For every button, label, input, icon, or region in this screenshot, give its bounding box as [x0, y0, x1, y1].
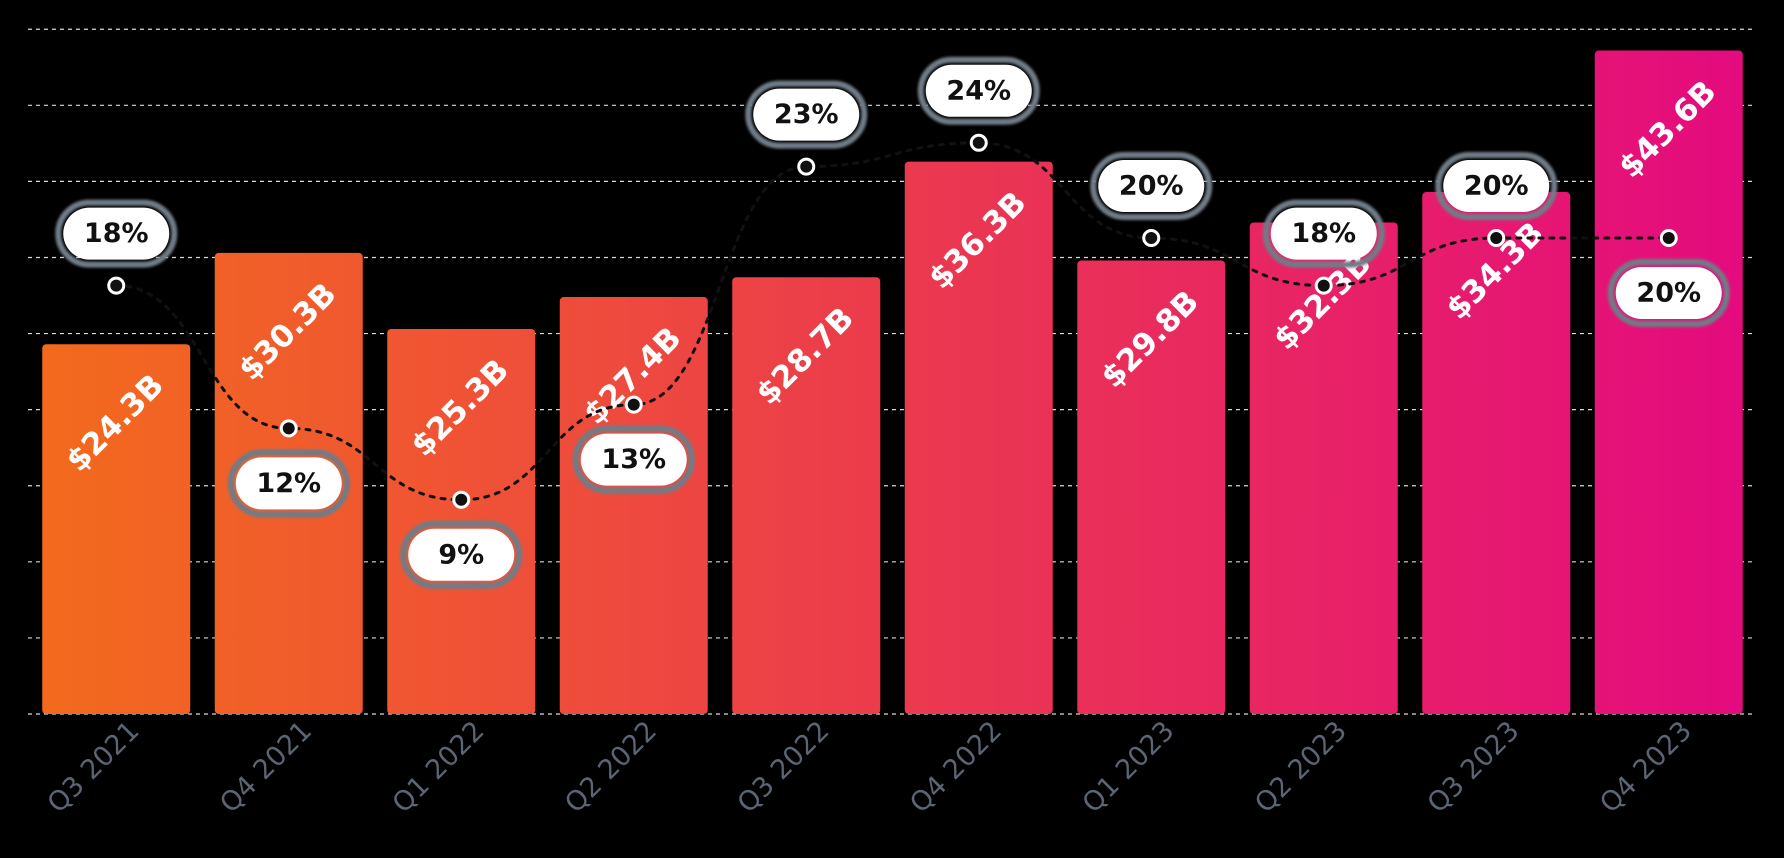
growth-label-pill	[235, 457, 342, 510]
bar-q2-2022	[559, 297, 708, 714]
growth-label-outline	[227, 449, 350, 518]
x-axis-ticks: Q3 2021 Q4 2021 Q1 2022 Q2 2022 Q3 2022 Q4 20…	[42, 715, 1698, 819]
growth-point	[107, 276, 126, 295]
growth-label: 9%	[400, 520, 523, 589]
growth-label: 20%	[1090, 152, 1213, 220]
bars: $24.3B$30.3B$25.3B $27.4B $28.7B$36.3B$29.…	[42, 50, 1743, 715]
x-tick-label: Q4 2023	[1594, 715, 1698, 819]
bar-q4-2022	[904, 161, 1053, 714]
bar-q1-2023	[1077, 260, 1226, 714]
x-tick-label: Q3 2021	[42, 715, 146, 819]
growth-label-pill	[1098, 160, 1205, 212]
growth-label-pill	[925, 64, 1032, 117]
x-tick-label: Q2 2022	[559, 715, 663, 819]
growth-label-pill	[580, 433, 687, 486]
growth-label: 20%	[1435, 152, 1558, 220]
growth-point	[1314, 276, 1333, 295]
growth-point	[1487, 229, 1506, 247]
x-tick-label: Q4 2021	[214, 715, 318, 819]
growth-label-text: 9%	[438, 539, 484, 570]
bar-q3-2022	[732, 277, 881, 714]
growth-point	[1142, 229, 1161, 247]
growth-point	[279, 419, 298, 438]
growth-label-pill	[1615, 267, 1722, 319]
growth-point	[624, 395, 643, 414]
growth-label: 23%	[745, 80, 868, 149]
growth-point	[1659, 229, 1678, 247]
growth-label-outline	[1435, 152, 1558, 220]
growth-label-pill	[63, 207, 170, 260]
growth-label-text: 18%	[84, 218, 149, 249]
growth-label-outline	[572, 425, 695, 494]
growth-label: 24%	[917, 56, 1040, 125]
growth-label-text: 13%	[601, 444, 666, 475]
growth-point	[797, 157, 816, 176]
growth-label-pill	[408, 528, 515, 581]
growth-label-text: 18%	[1291, 218, 1356, 249]
growth-point	[452, 490, 471, 509]
x-tick-label: Q1 2023	[1077, 715, 1181, 819]
growth-label-pill	[753, 88, 860, 141]
x-tick-label: Q4 2022	[904, 715, 1008, 819]
growth-label-outline	[55, 199, 178, 268]
growth-label-text: 20%	[1636, 278, 1701, 309]
x-tick-label: Q2 2023	[1249, 715, 1353, 819]
x-tick-label: Q3 2023	[1422, 715, 1526, 819]
bar-q3-2023	[1422, 192, 1571, 715]
growth-point	[969, 133, 988, 152]
growth-label: 18%	[1262, 199, 1385, 268]
growth-label: 13%	[572, 425, 695, 494]
growth-label-outline	[745, 80, 868, 149]
growth-label-outline	[1262, 199, 1385, 268]
growth-label-outline	[917, 56, 1040, 125]
growth-label-text: 12%	[256, 468, 321, 499]
growth-label: 18%	[55, 199, 178, 268]
growth-labels: 18% 12% 9% 13% 23% 24% 20% 18% 20% 20%	[55, 56, 1730, 589]
bar-q3-2021	[42, 344, 191, 714]
growth-label: 20%	[1607, 259, 1730, 327]
x-tick-label: Q1 2022	[387, 715, 491, 819]
growth-line	[114, 141, 1671, 502]
growth-label-text: 20%	[1119, 171, 1184, 202]
growth-line-path	[114, 141, 1671, 502]
growth-label-outline	[1090, 152, 1213, 220]
growth-label: 12%	[227, 449, 350, 518]
growth-label-text: 24%	[946, 75, 1011, 106]
growth-label-outline	[400, 520, 523, 589]
bar-q2-2023	[1249, 222, 1398, 714]
x-tick-label: Q3 2022	[732, 715, 836, 819]
growth-label-text: 20%	[1464, 171, 1529, 202]
growth-label-text: 23%	[774, 99, 839, 130]
growth-label-pill	[1443, 160, 1550, 212]
growth-label-pill	[1270, 207, 1377, 260]
growth-label-outline	[1607, 259, 1730, 327]
bar-q4-2023	[1594, 50, 1743, 715]
